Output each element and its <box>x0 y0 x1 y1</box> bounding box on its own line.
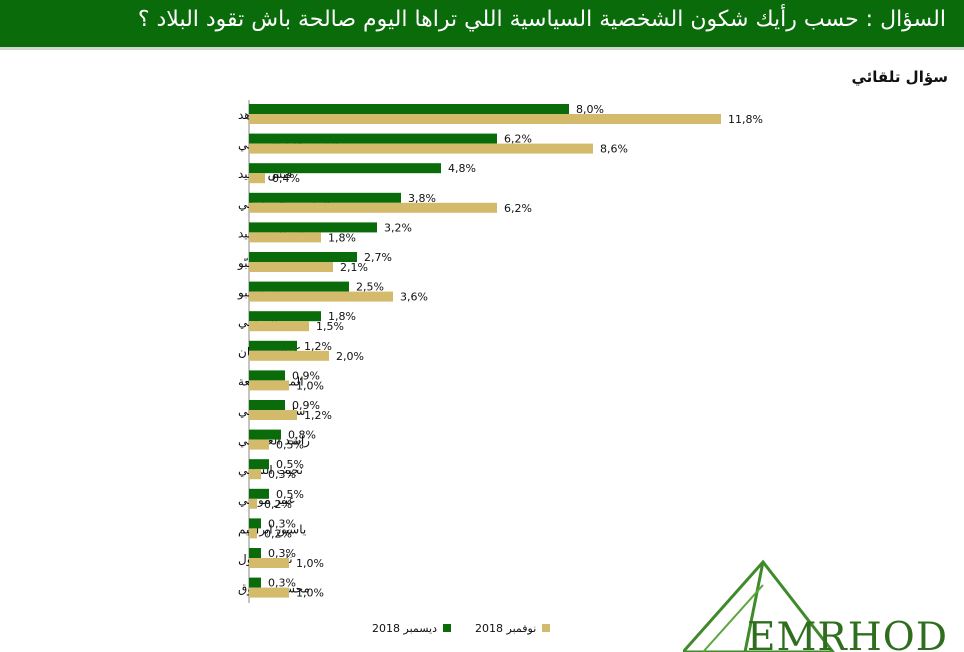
bar-nov <box>249 232 321 243</box>
data-label-nov: 0,2% <box>264 527 292 540</box>
bar-nov <box>249 350 329 361</box>
data-label-dec: 2,5% <box>356 281 384 294</box>
data-label-nov: 2,1% <box>340 261 368 274</box>
data-label-nov: 0,5% <box>276 439 304 452</box>
bar-dec <box>249 311 321 322</box>
data-label-nov: 1,2% <box>304 409 332 422</box>
bar-dec <box>249 488 269 499</box>
data-label-dec: 0,5% <box>276 488 304 501</box>
data-label-nov: 1,8% <box>328 231 356 244</box>
data-label-dec: 3,2% <box>384 221 412 234</box>
data-label-nov: 0,3% <box>268 468 296 481</box>
chart-legend: نوفمبر 2018 ديسمبر 2018 <box>372 619 551 637</box>
bar-dec <box>249 370 285 381</box>
bar-nov <box>249 380 289 391</box>
bar-nov <box>249 202 497 213</box>
data-label-nov: 3,6% <box>400 291 428 304</box>
bar-dec <box>249 548 261 558</box>
bar-dec <box>249 459 269 470</box>
logo-triangle-icon <box>683 559 835 652</box>
data-label-nov: 0,2% <box>264 498 292 511</box>
bar-nov <box>249 114 721 124</box>
data-label-dec: 0,3% <box>268 577 296 590</box>
data-label-dec: 0,3% <box>268 547 296 560</box>
bar-nov <box>249 439 269 450</box>
legend-label-dec: ديسمبر 2018 <box>372 621 438 635</box>
data-label-nov: 1,0% <box>296 557 324 570</box>
bar-nov <box>249 528 257 539</box>
data-label-dec: 8,0% <box>576 103 604 116</box>
bar-nov <box>249 173 265 184</box>
bar-nov <box>249 410 297 420</box>
data-label-nov: 1,5% <box>316 320 344 333</box>
data-label-dec: 0,3% <box>268 517 296 530</box>
data-label-dec: 2,7% <box>364 251 392 264</box>
bar-nov <box>249 321 309 332</box>
data-label-dec: 0,8% <box>288 429 316 442</box>
bar-nov <box>249 469 261 480</box>
chart-subtitle: سؤال تلقائي <box>851 68 948 86</box>
bar-nov <box>249 558 289 568</box>
legend-swatch-dec <box>443 624 452 632</box>
legend-label-nov: نوفمبر 2018 <box>475 621 537 635</box>
bar-dec <box>249 252 357 262</box>
logo-text: EMRHOD <box>747 615 949 652</box>
bar-nov <box>249 143 593 154</box>
emrhod-logo: EMRHOD <box>683 540 964 652</box>
bar-dec <box>249 518 261 529</box>
data-label-nov: 1,0% <box>296 379 324 392</box>
bar-dec <box>249 281 349 292</box>
bar-dec <box>249 577 261 588</box>
data-label-nov: 11,8% <box>728 113 763 126</box>
bar-nov <box>249 262 333 272</box>
legend-item-nov: نوفمبر 2018 <box>475 619 551 637</box>
bar-dec <box>249 133 497 144</box>
legend-item-dec: ديسمبر 2018 <box>372 619 452 637</box>
data-label-dec: 3,8% <box>408 192 436 205</box>
data-label-dec: 0,9% <box>292 369 320 382</box>
data-label-nov: 8,6% <box>600 143 628 156</box>
data-label-dec: 0,5% <box>276 458 304 471</box>
data-label-dec: 1,2% <box>304 340 332 353</box>
bar-dec <box>249 163 441 174</box>
bar-dec <box>249 340 297 351</box>
bar-dec <box>249 104 569 114</box>
question-title: السؤال : حسب رأيك شكون الشخصية السياسية … <box>137 7 946 32</box>
data-label-nov: 6,2% <box>504 202 532 215</box>
data-label-dec: 0,9% <box>292 399 320 412</box>
data-label-nov: 2,0% <box>336 350 364 363</box>
bar-dec <box>249 192 401 203</box>
bar-dec <box>249 429 281 440</box>
data-label-dec: 4,8% <box>448 162 476 175</box>
bar-nov <box>249 291 393 302</box>
data-label-dec: 6,2% <box>504 133 532 146</box>
bar-nov <box>249 587 289 598</box>
data-label-dec: 1,8% <box>328 310 356 323</box>
legend-swatch-nov <box>542 624 551 632</box>
data-label-nov: 1,0% <box>296 587 324 600</box>
bar-dec <box>249 222 377 233</box>
bar-dec <box>249 400 285 410</box>
header-bar: السؤال : حسب رأيك شكون الشخصية السياسية … <box>0 0 964 50</box>
bar-nov <box>249 498 257 509</box>
data-label-nov: 0,4% <box>272 172 300 185</box>
